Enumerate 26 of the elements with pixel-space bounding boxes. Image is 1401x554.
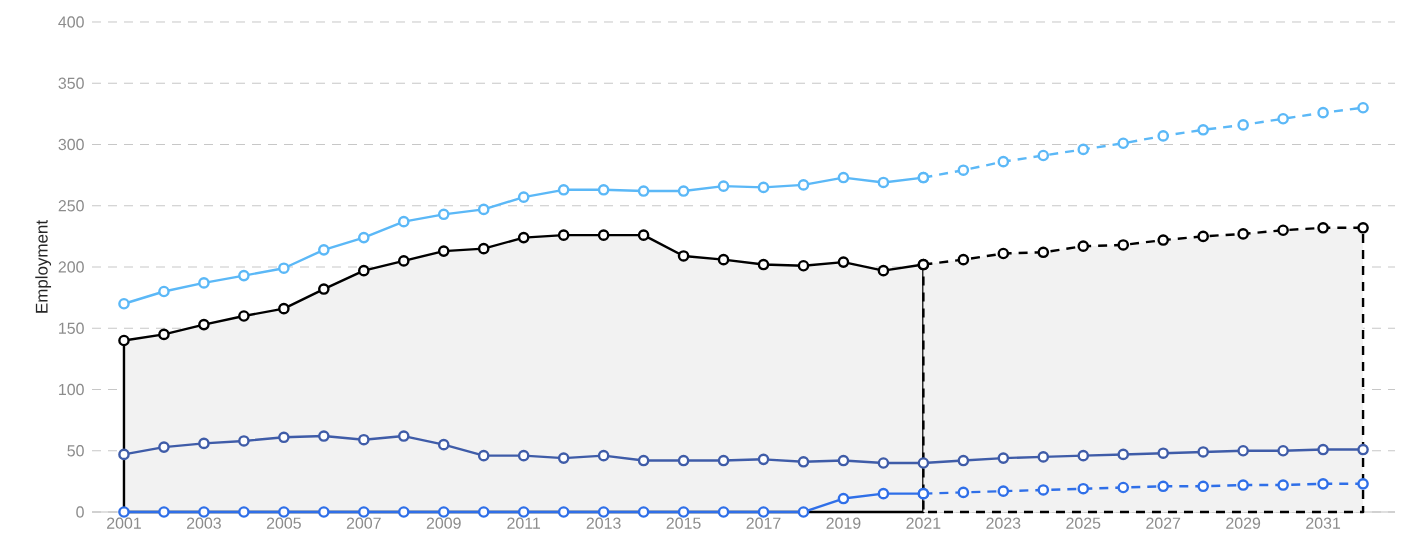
y-tick-label: 250 <box>58 200 84 212</box>
x-tick-label: 2029 <box>1226 517 1261 529</box>
x-tick-label: 2005 <box>266 517 301 529</box>
x-tick-label: 2003 <box>186 517 221 529</box>
y-axis-title: Employment <box>35 220 52 313</box>
y-tick-label: 0 <box>76 506 84 518</box>
y-tick-label: 350 <box>58 77 84 89</box>
x-tick-label: 2025 <box>1066 517 1101 529</box>
x-tick-label: 2017 <box>746 517 781 529</box>
y-tick-label: 50 <box>67 445 84 457</box>
y-tick-label: 100 <box>59 383 84 396</box>
y-tick-label: 200 <box>58 261 84 273</box>
x-tick-label: 2019 <box>826 517 861 529</box>
x-tick-label: 2027 <box>1146 517 1181 529</box>
x-tick-label: 2007 <box>346 517 381 529</box>
x-tick-label: 2009 <box>426 517 461 529</box>
x-tick-label: 2011 <box>507 517 541 529</box>
y-tick-label: 400 <box>58 16 84 28</box>
x-tick-label: 2031 <box>1306 517 1341 529</box>
x-tick-label: 2013 <box>586 517 621 529</box>
x-tick-label: 2015 <box>666 517 701 529</box>
x-tick-label: 2023 <box>986 517 1021 529</box>
y-tick-label: 300 <box>58 138 84 151</box>
x-tick-label: 2001 <box>107 517 141 529</box>
y-tick-label: 150 <box>59 322 84 334</box>
x-tick-label: 2021 <box>906 517 941 529</box>
